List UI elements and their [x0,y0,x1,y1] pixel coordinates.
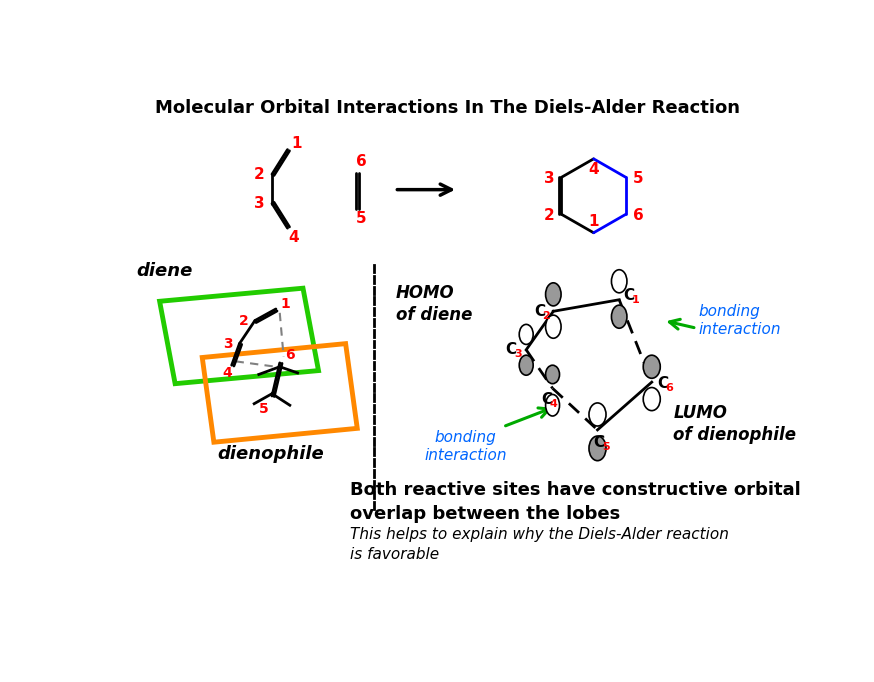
Text: 5: 5 [633,171,643,186]
Ellipse shape [545,315,561,338]
Text: 5: 5 [602,442,610,451]
Text: diene: diene [136,262,193,280]
Text: dienophile: dienophile [218,445,324,463]
Text: bonding
interaction: bonding interaction [698,303,780,337]
Text: 1: 1 [588,214,599,229]
Text: Both reactive sites have constructive orbital
overlap between the lobes: Both reactive sites have constructive or… [350,481,801,523]
Text: 3: 3 [254,196,265,211]
Text: C: C [541,391,551,406]
Text: 4: 4 [550,399,558,409]
Ellipse shape [612,269,627,293]
Text: Molecular Orbital Interactions In The Diels-Alder Reaction: Molecular Orbital Interactions In The Di… [156,99,740,117]
Text: 4: 4 [222,366,232,380]
Text: LUMO
of dienophile: LUMO of dienophile [674,404,796,444]
Text: 4: 4 [588,162,599,177]
Ellipse shape [589,436,606,460]
Text: C: C [623,288,634,303]
Text: 3: 3 [544,171,554,186]
Text: 2: 2 [543,311,551,321]
Text: HOMO
of diene: HOMO of diene [396,284,472,324]
Text: This helps to explain why the Diels-Alder reaction
is favorable: This helps to explain why the Diels-Alde… [350,527,728,562]
Ellipse shape [643,387,660,411]
Ellipse shape [545,283,561,306]
Text: 6: 6 [666,383,674,394]
Text: 2: 2 [254,166,265,181]
Text: 2: 2 [544,208,554,223]
Text: C: C [534,303,545,318]
Ellipse shape [519,325,533,344]
Text: 1: 1 [632,295,640,305]
Text: 6: 6 [285,349,295,362]
Ellipse shape [545,394,559,416]
Text: bonding
interaction: bonding interaction [425,430,507,464]
Ellipse shape [589,403,606,426]
Ellipse shape [545,365,559,384]
Text: C: C [505,342,517,357]
Text: 6: 6 [633,208,643,223]
Text: 4: 4 [288,230,299,245]
Text: 1: 1 [292,136,302,151]
Text: 2: 2 [239,314,249,327]
Text: 3: 3 [223,337,232,351]
Text: 3: 3 [514,349,522,359]
Text: 6: 6 [356,154,366,169]
Text: 5: 5 [260,402,269,416]
Ellipse shape [612,305,627,328]
Text: 5: 5 [356,211,366,226]
Ellipse shape [519,355,533,375]
Text: C: C [657,376,668,391]
Ellipse shape [643,355,660,379]
Text: 1: 1 [281,297,290,312]
Text: C: C [593,434,605,449]
